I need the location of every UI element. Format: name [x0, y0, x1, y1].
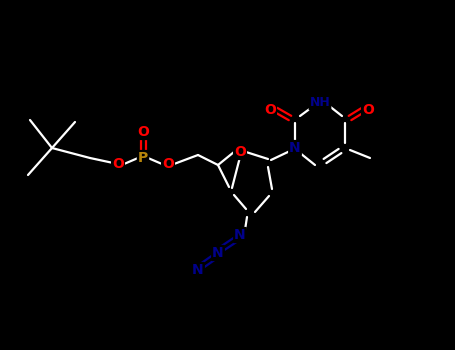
Text: O: O: [264, 103, 276, 117]
Text: O: O: [162, 157, 174, 171]
Text: O: O: [362, 103, 374, 117]
Text: O: O: [234, 145, 246, 159]
Text: O: O: [112, 157, 124, 171]
Text: N: N: [234, 228, 246, 242]
Text: P: P: [138, 151, 148, 165]
Text: N: N: [212, 246, 224, 260]
Text: NH: NH: [309, 97, 330, 110]
Text: N: N: [289, 141, 301, 155]
Text: N: N: [192, 263, 204, 277]
Text: O: O: [137, 125, 149, 139]
